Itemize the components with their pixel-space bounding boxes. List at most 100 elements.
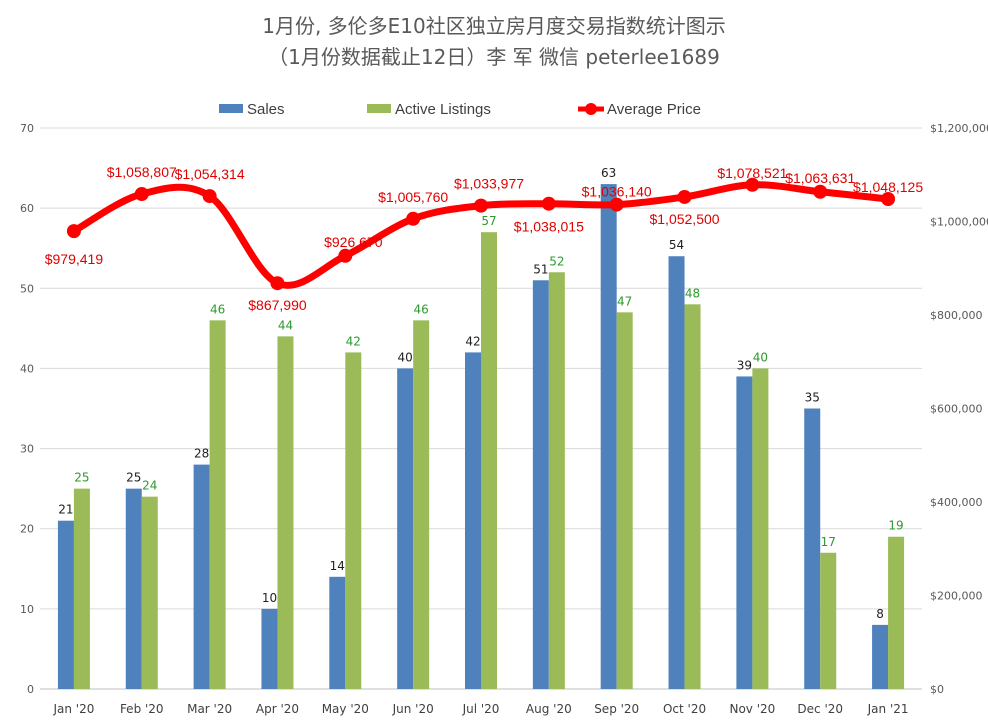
price-marker xyxy=(66,224,81,239)
bar-label-sales: 40 xyxy=(398,350,413,364)
legend-label-price: Average Price xyxy=(607,101,701,118)
bar-label-sales: 21 xyxy=(58,503,73,517)
bar-label-listings: 25 xyxy=(74,471,89,485)
bar-label-sales: 14 xyxy=(330,559,345,573)
bar-sales xyxy=(465,352,481,689)
legend-swatch-price-marker xyxy=(585,103,597,115)
price-label: $1,054,314 xyxy=(175,166,245,182)
bar-sales xyxy=(872,624,889,689)
price-marker xyxy=(134,187,149,202)
price-marker xyxy=(745,177,760,192)
price-labels: $979,419 $1,058,807$1,054,314 $867,990 $926… xyxy=(45,164,924,313)
x-tick-label: Aug '20 xyxy=(526,702,572,716)
x-tick-label: Apr '20 xyxy=(256,702,299,716)
bar-label-listings: 24 xyxy=(142,479,157,493)
legend-swatch-listings xyxy=(367,104,391,113)
bar-sales xyxy=(329,576,346,689)
chart-title-line2: （1月份数据截止12日）李 军 微信 peterlee1689 xyxy=(268,45,720,69)
price-label: $1,033,977 xyxy=(454,176,524,192)
bar-sales xyxy=(804,408,821,689)
bar-listings xyxy=(481,232,497,689)
price-label: $1,058,807 xyxy=(107,164,177,180)
bar-listings xyxy=(277,336,294,689)
x-tick-label: Jul '20 xyxy=(462,702,500,716)
x-tick-label: Jan '20 xyxy=(52,702,94,716)
legend: Sales Active Listings Average Price xyxy=(219,101,701,118)
price-label: $926,670 xyxy=(324,234,383,250)
bar-label-listings: 17 xyxy=(821,535,836,549)
price-label: $979,419 xyxy=(45,251,104,267)
right-tick-label: $600,000 xyxy=(930,403,983,416)
price-label: $1,038,015 xyxy=(514,219,584,235)
bar-label-listings: 48 xyxy=(685,286,700,300)
right-tick-label: $200,000 xyxy=(930,590,983,603)
left-tick-label: 0 xyxy=(27,683,34,696)
price-marker xyxy=(541,196,556,211)
left-tick-label: 30 xyxy=(20,443,34,456)
legend-label-sales: Sales xyxy=(247,101,285,118)
bar-sales xyxy=(397,368,414,689)
bar-listings xyxy=(752,368,769,689)
price-line-group xyxy=(66,177,896,291)
bar-label-listings: 19 xyxy=(888,519,903,533)
right-axis-ticks: $0 $200,000 $400,000 $600,000 $800,000 $1,000… xyxy=(930,122,988,696)
price-label: $1,078,521 xyxy=(717,165,787,181)
price-label: $1,063,631 xyxy=(785,170,855,186)
legend-swatch-sales xyxy=(219,104,243,113)
bar-label-listings: 47 xyxy=(617,294,632,308)
price-marker xyxy=(406,211,421,226)
bar-label-sales: 10 xyxy=(262,591,277,605)
x-axis-ticks: Jan '20 Feb '20 Mar '20 Apr '20 May '20 Jun '… xyxy=(52,702,908,716)
price-marker xyxy=(474,198,488,213)
price-marker xyxy=(813,184,828,199)
bar-listings xyxy=(820,552,837,689)
bar-listings xyxy=(684,304,701,689)
bar-listings xyxy=(548,272,565,689)
right-tick-label: $0 xyxy=(930,683,944,696)
bar-label-listings: 44 xyxy=(278,318,293,332)
price-label: $1,048,125 xyxy=(853,179,923,195)
bar-label-listings: 46 xyxy=(210,302,225,316)
bar-label-sales: 63 xyxy=(601,166,616,180)
price-marker xyxy=(338,248,353,263)
bar-label-listings: 52 xyxy=(549,254,564,268)
left-tick-label: 50 xyxy=(20,282,34,295)
bar-sales xyxy=(125,488,142,689)
x-tick-label: Nov '20 xyxy=(729,702,775,716)
bar-label-listings: 42 xyxy=(346,334,361,348)
price-label: $1,005,760 xyxy=(378,189,448,205)
x-tick-label: May '20 xyxy=(322,702,369,716)
x-tick-label: Dec '20 xyxy=(797,702,843,716)
bar-sales xyxy=(736,376,753,689)
bar-label-sales: 28 xyxy=(194,447,209,461)
x-tick-label: Jun '20 xyxy=(392,702,434,716)
bar-listings xyxy=(345,352,362,689)
x-tick-label: Feb '20 xyxy=(120,702,164,716)
bar-label-sales: 25 xyxy=(126,471,141,485)
price-marker xyxy=(881,192,896,207)
price-marker xyxy=(270,276,285,291)
bar-sales xyxy=(532,280,549,689)
bar-label-listings: 57 xyxy=(481,214,496,228)
left-tick-label: 20 xyxy=(20,523,34,536)
bar-sales xyxy=(600,184,617,689)
x-tick-label: Oct '20 xyxy=(663,702,706,716)
bar-listings xyxy=(888,536,905,689)
x-tick-label: Jan '21 xyxy=(867,702,909,716)
legend-label-listings: Active Listings xyxy=(395,101,491,118)
left-tick-label: 40 xyxy=(20,362,34,375)
bar-label-sales: 39 xyxy=(737,358,752,372)
bar-listings xyxy=(141,496,158,689)
price-marker xyxy=(609,197,624,212)
left-tick-label: 10 xyxy=(20,603,34,616)
left-tick-label: 60 xyxy=(20,202,34,215)
bar-sales xyxy=(261,608,278,689)
bar-listings xyxy=(616,312,633,689)
right-tick-label: $400,000 xyxy=(930,496,983,509)
bar-label-sales: 51 xyxy=(533,262,548,276)
left-tick-label: 70 xyxy=(20,122,34,135)
right-tick-label: $800,000 xyxy=(930,309,983,322)
bar-sales xyxy=(193,464,210,689)
